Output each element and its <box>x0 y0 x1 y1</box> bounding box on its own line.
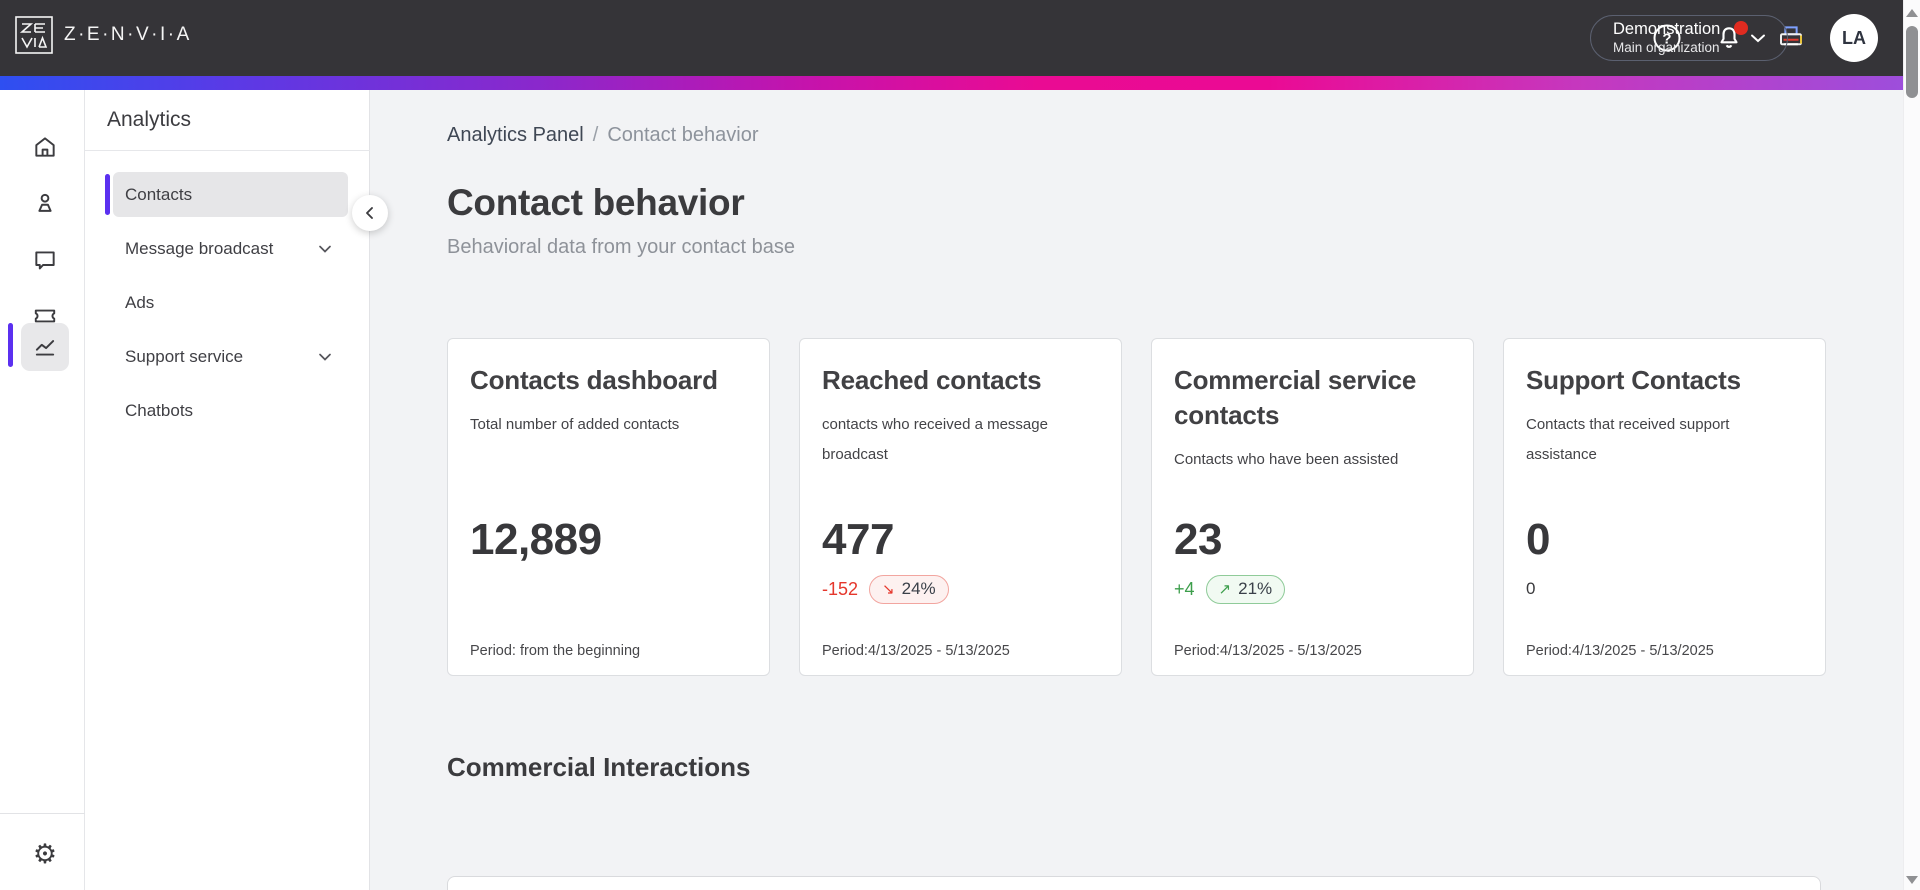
menu-item-label: Message broadcast <box>125 238 274 258</box>
stat-cards-row: Contacts dashboard Total number of added… <box>447 338 1826 676</box>
section-heading-commercial-interactions: Commercial Interactions <box>447 752 751 782</box>
scroll-up-arrow[interactable] <box>1906 9 1918 17</box>
chevron-down-icon <box>1747 27 1769 49</box>
svg-text:?: ? <box>1662 31 1671 48</box>
menu-item-contacts[interactable]: Contacts <box>105 172 348 217</box>
menu-item-support-service[interactable]: Support service <box>113 334 348 379</box>
card-description: Contacts who have been assisted <box>1174 451 1399 469</box>
brand-wordmark: Z·E·N·V·I·A <box>64 24 192 45</box>
card-period: Period:4/13/2025 - 5/13/2025 <box>1174 643 1362 659</box>
rail-active-indicator <box>8 323 13 367</box>
ticket-icon <box>32 303 58 329</box>
home-icon <box>32 134 58 160</box>
sidebar-item-home[interactable] <box>21 123 69 171</box>
org-name: Demonstration <box>1613 20 1721 39</box>
card-period: Period:4/13/2025 - 5/13/2025 <box>1526 643 1714 659</box>
breadcrumb: Analytics Panel / Contact behavior <box>447 124 759 147</box>
trend-percent: 24% <box>901 578 936 598</box>
main-content: Analytics Panel / Contact behavior Conta… <box>370 90 1903 890</box>
card-period: Period: from the beginning <box>470 643 641 659</box>
menu-item-ads[interactable]: Ads <box>113 280 348 325</box>
org-detail: Main organization <box>1613 39 1720 55</box>
breadcrumb-current: Contact behavior <box>607 124 759 146</box>
panel-collapse-button[interactable] <box>352 195 388 231</box>
card-description: Contacts that received support assistanc… <box>1526 416 1730 464</box>
notifications-bell-icon[interactable] <box>1710 19 1748 57</box>
brand: Z·E·N·V·I·A <box>14 15 192 55</box>
menu-item-chatbots[interactable]: Chatbots <box>113 388 348 433</box>
card-delta-row: +4 ↗ 21% <box>1174 571 1286 607</box>
menu-item-label: Support service <box>125 346 244 366</box>
analytics-panel: Analytics Contacts Message broadcast Ads… <box>85 90 370 890</box>
menu-item-label: Ads <box>125 292 155 312</box>
card-value: 477 <box>822 515 894 564</box>
avatar-initials: LA <box>1842 27 1866 48</box>
contacts-person-icon <box>32 190 58 216</box>
card-title: Reached contacts <box>822 365 1042 395</box>
vertical-scrollbar[interactable] <box>1903 0 1920 890</box>
card-commercial-service-contacts: Commercial service contacts Contacts who… <box>1151 338 1474 676</box>
card-title: Support Contacts <box>1526 365 1741 395</box>
page-subtitle: Behavioral data from your contact base <box>447 236 795 258</box>
panel-divider <box>85 150 370 151</box>
card-description: Total number of added contacts <box>470 416 680 434</box>
trend-down-arrow-icon: ↘ <box>882 580 895 598</box>
panel-menu: Contacts Message broadcast Ads Support s… <box>85 172 370 442</box>
settings-gear-icon[interactable]: ⚙ <box>32 838 58 869</box>
card-value: 12,889 <box>470 515 602 564</box>
chevron-down-icon <box>316 348 334 366</box>
trend-badge-down: ↘ 24% <box>869 574 949 604</box>
help-icon[interactable]: ? <box>1648 19 1686 57</box>
sidebar-item-conversations[interactable] <box>21 236 69 284</box>
scrollbar-thumb[interactable] <box>1906 26 1918 98</box>
menu-item-label: Contacts <box>125 184 193 204</box>
zenvia-logo-icon <box>14 15 54 55</box>
chevron-left-icon <box>361 204 379 222</box>
trend-up-arrow-icon: ↗ <box>1218 580 1232 598</box>
delta-value: -152 <box>822 578 859 599</box>
top-bar: Z·E·N·V·I·A ? De <box>0 0 1920 76</box>
brand-gradient-bar <box>0 76 1920 90</box>
rail-divider <box>0 813 85 814</box>
analytics-chart-icon <box>32 334 58 360</box>
delta-value: 0 <box>1526 579 1536 598</box>
sidebar-item-tickets[interactable] <box>21 292 69 340</box>
breadcrumb-analytics-panel[interactable]: Analytics Panel <box>447 124 584 146</box>
card-reached-contacts: Reached contacts contacts who received a… <box>799 338 1122 676</box>
commercial-interactions-card <box>447 876 1821 890</box>
delta-value: +4 <box>1174 578 1195 599</box>
card-value: 0 <box>1526 515 1550 564</box>
card-delta-row: -152 ↘ 24% <box>822 571 949 607</box>
chevron-down-icon <box>316 240 334 258</box>
menu-item-message-broadcast[interactable]: Message broadcast <box>113 226 348 271</box>
card-contacts-dashboard: Contacts dashboard Total number of added… <box>447 338 770 676</box>
panel-title: Analytics <box>107 108 192 131</box>
conversations-chat-icon <box>32 247 58 273</box>
card-title: Commercial service contacts <box>1174 365 1417 431</box>
trend-badge-up: ↗ 21% <box>1205 574 1286 604</box>
scroll-down-arrow[interactable] <box>1906 876 1918 884</box>
card-value: 23 <box>1174 515 1222 564</box>
top-actions: ? <box>1648 0 1810 76</box>
notification-badge <box>1734 21 1748 35</box>
menu-active-indicator <box>105 174 110 215</box>
avatar[interactable]: LA <box>1830 14 1878 62</box>
card-delta-row: 0 <box>1526 571 1535 607</box>
card-period: Period:4/13/2025 - 5/13/2025 <box>822 643 1010 659</box>
org-switcher[interactable]: Demonstration Main organization <box>1590 15 1788 61</box>
icon-rail: ⚙ <box>0 90 85 890</box>
card-title: Contacts dashboard <box>470 365 718 395</box>
page-title: Contact behavior <box>447 182 745 223</box>
trend-percent: 21% <box>1238 578 1273 598</box>
breadcrumb-separator: / <box>592 124 599 146</box>
card-description: contacts who received a message broadcas… <box>822 416 1048 464</box>
card-support-contacts: Support Contacts Contacts that received … <box>1503 338 1826 676</box>
sidebar-item-contacts[interactable] <box>21 179 69 227</box>
sidebar-item-analytics[interactable] <box>21 323 69 371</box>
menu-item-label: Chatbots <box>125 400 194 420</box>
